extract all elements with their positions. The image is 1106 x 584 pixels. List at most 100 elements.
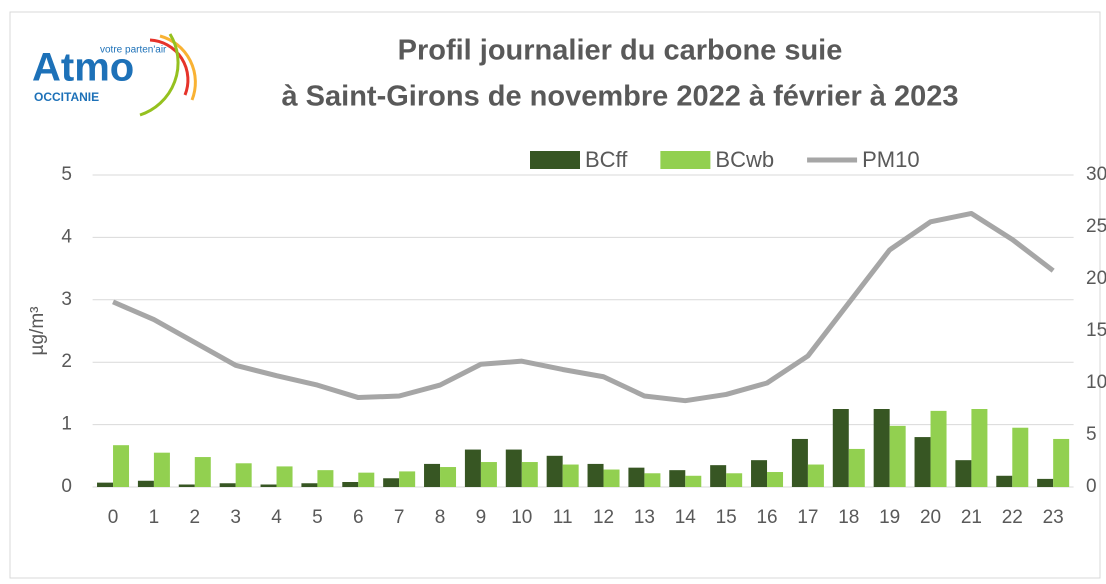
- y2-tick-label: 15: [1086, 320, 1106, 341]
- bar: [1037, 478, 1054, 487]
- bar: [644, 473, 661, 487]
- bar: [521, 462, 538, 487]
- x-tick-label: 20: [920, 507, 941, 528]
- bar: [603, 469, 620, 487]
- bar: [685, 475, 702, 487]
- bar: [235, 463, 252, 487]
- bar: [873, 409, 890, 487]
- x-tick-label: 8: [435, 507, 446, 528]
- logo-tagline: votre parten'air: [100, 45, 167, 56]
- y-tick-label: 1: [61, 414, 72, 435]
- bar: [930, 410, 947, 487]
- y2-tick-label: 5: [1086, 424, 1097, 445]
- x-tick-label: 2: [189, 507, 200, 528]
- logo-name: Atmo: [32, 46, 134, 90]
- y2-tick-label: 10: [1086, 372, 1106, 393]
- x-tick-label: 14: [675, 507, 697, 528]
- bar: [791, 438, 808, 487]
- x-tick-label: 23: [1043, 507, 1064, 528]
- y-tick-label: 2: [61, 351, 72, 372]
- legend-swatch: [660, 151, 711, 169]
- bar: [113, 445, 130, 487]
- y-axis-label: µg/m³: [27, 307, 48, 356]
- bar: [424, 463, 441, 487]
- bar: [726, 473, 743, 487]
- bar: [562, 464, 579, 487]
- y2-tick-label: 20: [1086, 268, 1106, 289]
- bar: [260, 484, 277, 487]
- x-tick-label: 3: [230, 507, 241, 528]
- x-tick-label: 17: [797, 507, 818, 528]
- logo-arc: [149, 38, 190, 96]
- bar: [440, 467, 457, 487]
- logo-arc: [139, 33, 180, 117]
- bar: [219, 483, 236, 487]
- bar: [669, 470, 686, 487]
- bar: [889, 425, 906, 487]
- bar: [546, 455, 563, 487]
- bar: [342, 482, 359, 487]
- legend-label: BCwb: [715, 147, 774, 172]
- x-tick-label: 10: [511, 507, 532, 528]
- y-tick-label: 5: [61, 164, 72, 185]
- bar: [480, 462, 497, 487]
- bar: [955, 460, 972, 487]
- x-tick-label: 6: [353, 507, 364, 528]
- bar: [301, 483, 318, 487]
- x-tick-label: 13: [634, 507, 655, 528]
- bar: [767, 472, 784, 487]
- line: [112, 210, 1055, 404]
- bar: [832, 409, 849, 487]
- chart-title: à Saint-Girons de novembre 2022 à févrie…: [282, 81, 959, 113]
- bar: [996, 475, 1013, 487]
- x-tick-label: 7: [394, 507, 405, 528]
- x-tick-label: 19: [879, 507, 900, 528]
- bar: [751, 460, 768, 487]
- bar: [464, 449, 481, 487]
- bar: [383, 478, 400, 487]
- bar: [628, 467, 645, 487]
- bar: [97, 482, 114, 487]
- x-tick-label: 18: [838, 507, 859, 528]
- legend-label: PM10: [862, 147, 919, 172]
- x-tick-label: 1: [149, 507, 160, 528]
- bar: [399, 471, 416, 487]
- y2-tick-label: 25: [1086, 216, 1106, 237]
- y-tick-label: 0: [61, 476, 72, 497]
- x-tick-label: 22: [1002, 507, 1023, 528]
- x-tick-label: 16: [756, 507, 777, 528]
- x-tick-label: 0: [108, 507, 119, 528]
- bar: [505, 449, 522, 487]
- x-tick-label: 5: [312, 507, 323, 528]
- logo: votre parten'air Atmo OCCITANIE: [32, 33, 197, 117]
- x-tick-label: 12: [593, 507, 614, 528]
- bar: [807, 464, 824, 487]
- logo-arc: [159, 34, 197, 101]
- y-tick-label: 3: [61, 289, 72, 310]
- x-tick-label: 21: [961, 507, 982, 528]
- bar: [194, 457, 211, 487]
- bar: [587, 463, 604, 487]
- bar: [971, 409, 988, 487]
- bar: [358, 472, 375, 487]
- x-tick-label: 15: [716, 507, 737, 528]
- bar: [276, 466, 293, 487]
- x-tick-label: 11: [553, 507, 573, 528]
- legend-label: BCff: [585, 147, 628, 172]
- legend-swatch: [530, 151, 580, 169]
- bar: [710, 465, 727, 487]
- bar: [178, 484, 195, 487]
- y2-tick-label: 0: [1086, 476, 1097, 497]
- bar: [1012, 427, 1029, 487]
- bar: [153, 452, 170, 487]
- y2-tick-label: 30: [1086, 164, 1106, 185]
- logo-region: OCCITANIE: [34, 90, 99, 104]
- bar: [137, 480, 154, 487]
- bar: [317, 470, 334, 487]
- x-tick-label: 4: [271, 507, 282, 528]
- bar: [848, 448, 865, 487]
- chart-title: Profil journalier du carbone suie: [398, 35, 843, 67]
- bar: [914, 437, 931, 487]
- x-tick-label: 9: [476, 507, 487, 528]
